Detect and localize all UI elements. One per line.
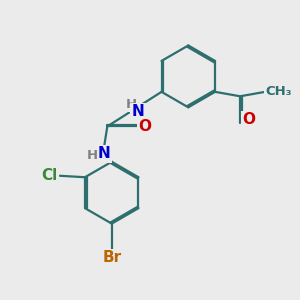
Text: N: N [132, 104, 144, 119]
Text: Cl: Cl [41, 168, 58, 183]
Text: O: O [242, 112, 255, 127]
Text: CH₃: CH₃ [265, 85, 292, 98]
Text: N: N [98, 146, 111, 161]
Text: Br: Br [102, 250, 121, 265]
Text: O: O [139, 119, 152, 134]
Text: H: H [126, 98, 137, 111]
Text: H: H [87, 149, 98, 162]
